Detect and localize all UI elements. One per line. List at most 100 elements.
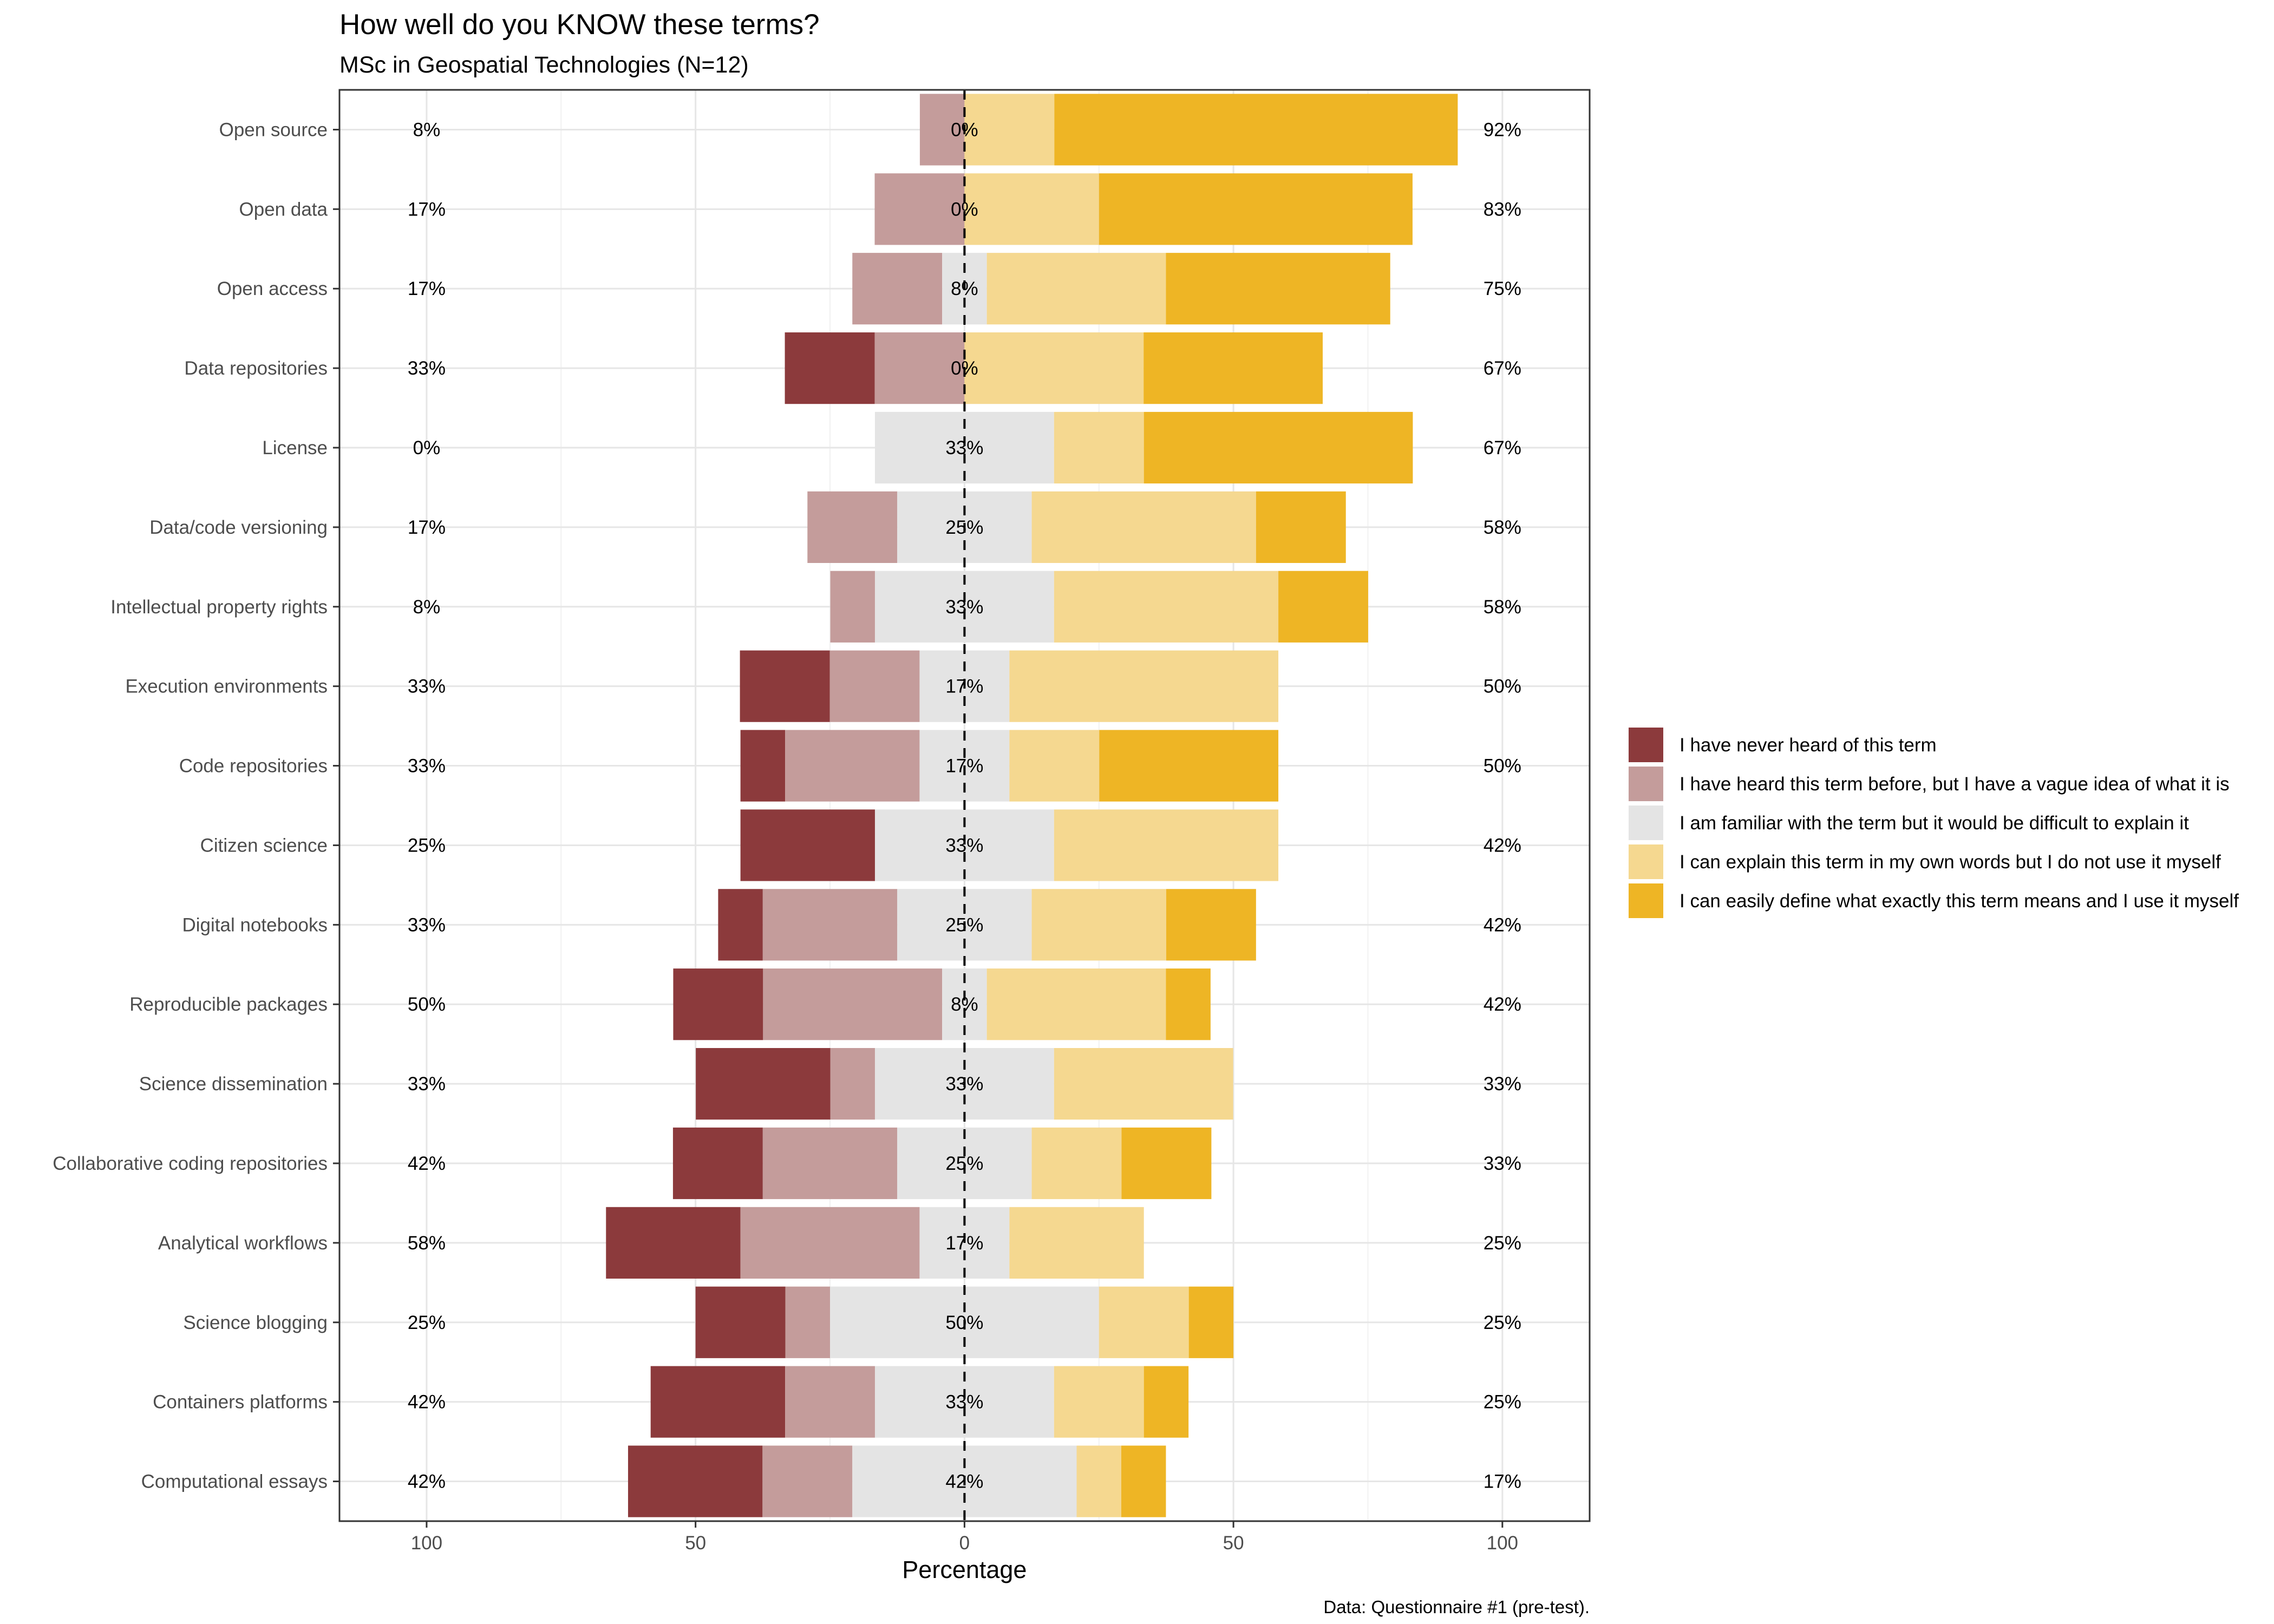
- bar-open-source-level-4: [964, 94, 1055, 166]
- bar-open-access-level-2: [852, 253, 943, 325]
- legend-label-level-4: I can explain this term in my own words …: [1680, 852, 2221, 873]
- bar-digital-notebooks-level-2: [762, 889, 898, 961]
- bar-open-data-level-4: [964, 173, 1099, 245]
- left-percentage-label: 58%: [408, 1233, 446, 1254]
- category-label: Open access: [217, 278, 328, 299]
- left-percentage-label: 8%: [413, 597, 441, 618]
- left-percentage-label: 33%: [408, 756, 446, 777]
- bar-collaborative-coding-repositories-level-5: [1121, 1127, 1212, 1200]
- x-tick-label: 0: [959, 1533, 970, 1554]
- right-percentage-label: 25%: [1484, 1312, 1521, 1333]
- bar-digital-notebooks-level-5: [1166, 889, 1256, 961]
- left-percentage-label: 42%: [408, 1392, 446, 1413]
- x-tick-label: 50: [685, 1533, 706, 1554]
- category-label: Containers platforms: [153, 1392, 328, 1413]
- left-percentage-label: 17%: [408, 278, 446, 299]
- right-percentage-label: 75%: [1484, 278, 1521, 299]
- category-label: Citizen science: [200, 835, 328, 856]
- right-percentage-label: 42%: [1484, 994, 1521, 1015]
- right-percentage-label: 67%: [1484, 358, 1521, 379]
- left-percentage-label: 42%: [408, 1153, 446, 1174]
- category-label: Data repositories: [184, 358, 328, 379]
- bar-containers-platforms-level-5: [1143, 1366, 1189, 1438]
- category-label: Data/code versioning: [149, 517, 328, 538]
- left-percentage-label: 33%: [408, 676, 446, 697]
- category-label: Reproducible packages: [129, 994, 328, 1015]
- bar-data-code-versioning-level-4: [1031, 491, 1256, 563]
- bar-containers-platforms-level-1: [650, 1366, 786, 1438]
- bar-computational-essays-level-5: [1121, 1445, 1166, 1517]
- category-label: Collaborative coding repositories: [53, 1153, 328, 1174]
- right-percentage-label: 92%: [1484, 119, 1521, 140]
- legend-key-level-4: [1629, 844, 1663, 879]
- right-percentage-label: 33%: [1484, 1153, 1521, 1174]
- bar-data-repositories-level-1: [785, 332, 875, 404]
- left-percentage-label: 33%: [408, 358, 446, 379]
- bar-license-level-4: [1054, 411, 1144, 484]
- bar-intellectual-property-rights-level-2: [830, 571, 875, 643]
- bar-computational-essays-level-4: [1076, 1445, 1121, 1517]
- bar-execution-environments-level-1: [740, 650, 830, 722]
- category-label: Computational essays: [141, 1471, 328, 1492]
- bar-containers-platforms-level-2: [785, 1366, 875, 1438]
- category-label: Analytical workflows: [158, 1233, 328, 1254]
- left-percentage-label: 33%: [408, 914, 446, 935]
- right-percentage-label: 67%: [1484, 437, 1521, 459]
- legend-key-level-3: [1629, 806, 1663, 840]
- legend-label-level-3: I am familiar with the term but it would…: [1680, 813, 2189, 834]
- category-label: Science dissemination: [139, 1073, 328, 1095]
- bar-computational-essays-level-2: [762, 1445, 853, 1517]
- right-percentage-label: 58%: [1484, 597, 1521, 618]
- bar-reproducible-packages-level-2: [763, 968, 943, 1040]
- bar-containers-platforms-level-4: [1054, 1366, 1144, 1438]
- bar-data-repositories-level-5: [1143, 332, 1323, 404]
- category-label: License: [262, 437, 328, 459]
- bar-science-dissemination-level-1: [696, 1048, 831, 1120]
- bar-code-repositories-level-2: [785, 730, 920, 802]
- legend-key-level-5: [1629, 883, 1663, 918]
- bar-digital-notebooks-level-4: [1031, 889, 1166, 961]
- chart-title: How well do you KNOW these terms?: [339, 9, 820, 41]
- bar-reproducible-packages-level-4: [986, 968, 1166, 1040]
- bar-open-access-level-4: [986, 253, 1166, 325]
- bar-open-source-level-5: [1054, 94, 1458, 166]
- legend-key-level-1: [1629, 728, 1663, 762]
- bar-analytical-workflows-level-1: [606, 1207, 741, 1279]
- bar-citizen-science-level-1: [740, 809, 875, 881]
- left-percentage-label: 17%: [408, 517, 446, 538]
- bar-science-blogging-level-4: [1099, 1286, 1189, 1358]
- category-label: Digital notebooks: [182, 914, 328, 935]
- legend-label-level-5: I can easily define what exactly this te…: [1680, 890, 2239, 912]
- left-percentage-label: 8%: [413, 119, 441, 140]
- category-axis: Open source Open data Open access Data repo…: [53, 119, 339, 1492]
- bar-citizen-science-level-4: [1054, 809, 1279, 881]
- x-tick-label: 50: [1223, 1533, 1244, 1554]
- bar-science-blogging-level-5: [1188, 1286, 1234, 1358]
- bar-collaborative-coding-repositories-level-1: [672, 1127, 763, 1200]
- bar-reproducible-packages-level-5: [1166, 968, 1211, 1040]
- bar-collaborative-coding-repositories-level-2: [762, 1127, 898, 1200]
- bar-data-repositories-level-2: [874, 332, 965, 404]
- bar-analytical-workflows-level-4: [1009, 1207, 1144, 1279]
- bar-digital-notebooks-level-1: [718, 889, 763, 961]
- right-percentage-label: 50%: [1484, 756, 1521, 777]
- legend: I have never heard of this term I have he…: [1629, 728, 2239, 918]
- bar-execution-environments-level-2: [829, 650, 920, 722]
- bar-data-code-versioning-level-2: [807, 491, 898, 563]
- x-axis: 100 50 0 50 100: [411, 1521, 1518, 1554]
- right-percentage-label: 33%: [1484, 1073, 1521, 1095]
- category-label: Open source: [219, 119, 328, 140]
- left-percentage-label: 17%: [408, 199, 446, 220]
- bar-open-data-level-5: [1099, 173, 1413, 245]
- bar-science-blogging-level-1: [695, 1286, 786, 1358]
- legend-key-level-2: [1629, 767, 1663, 801]
- legend-label-level-1: I have never heard of this term: [1680, 735, 1937, 756]
- category-label: Intellectual property rights: [110, 597, 328, 618]
- left-percentage-label: 25%: [408, 1312, 446, 1333]
- bar-science-blogging-level-2: [785, 1286, 831, 1358]
- bar-open-data-level-2: [874, 173, 965, 245]
- category-label: Science blogging: [183, 1312, 328, 1333]
- bar-code-repositories-level-1: [740, 730, 786, 802]
- bar-analytical-workflows-level-2: [740, 1207, 920, 1279]
